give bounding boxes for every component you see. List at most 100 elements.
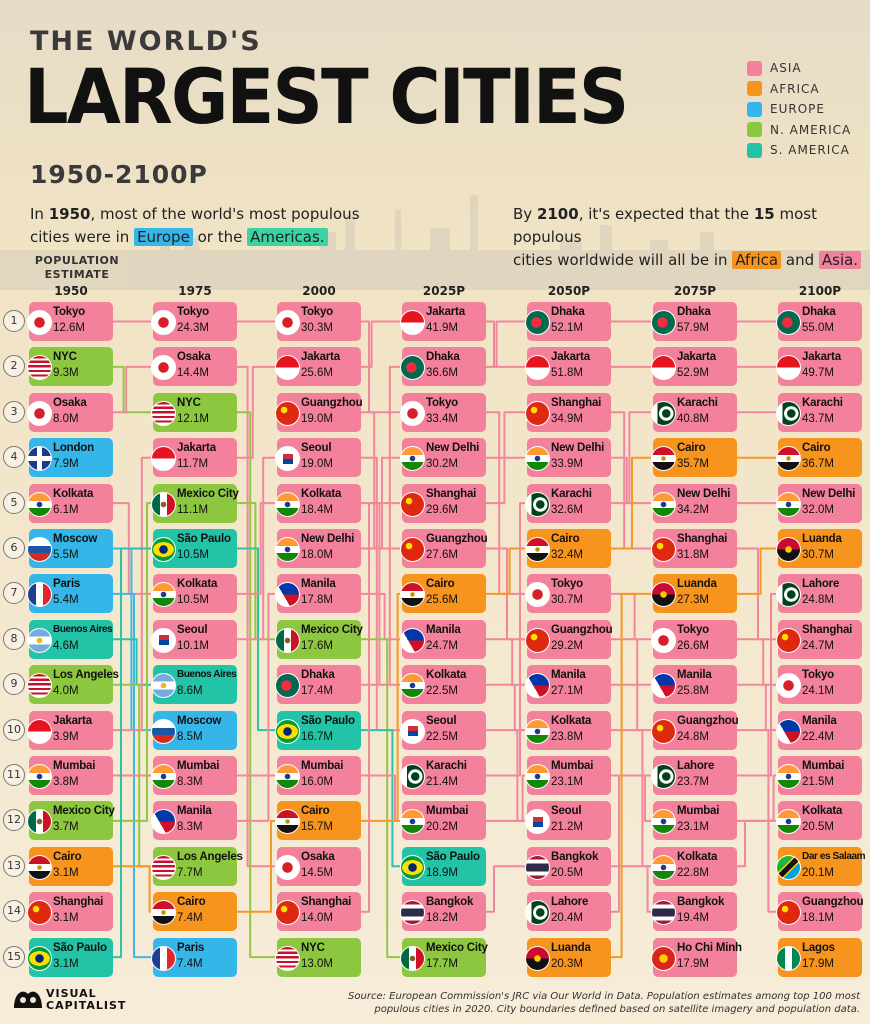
india-flag-icon xyxy=(525,764,550,789)
city-card: Tokyo 12.6M xyxy=(27,302,113,341)
egypt-flag-icon xyxy=(776,446,801,472)
india-flag-icon xyxy=(400,673,425,699)
philippines-flag-icon xyxy=(400,627,425,653)
rank-connector-line xyxy=(237,502,277,641)
city-population: 51.8M xyxy=(551,367,583,380)
city-population: 25.6M xyxy=(426,594,458,607)
city-population: 29.2M xyxy=(551,639,583,652)
rank-connector-line xyxy=(113,638,153,686)
city-name: Kolkata xyxy=(177,578,218,591)
city-name: Tokyo xyxy=(802,669,835,682)
city-name: Guangzhou xyxy=(301,396,363,409)
argentina-flag-icon xyxy=(151,673,176,699)
city-card: Los Angeles 4.0M xyxy=(27,665,119,705)
legend-label: EUROPE xyxy=(770,102,825,116)
city-card: Seoul 22.5M xyxy=(400,710,486,750)
france-flag-icon xyxy=(27,582,52,608)
legend-item: AFRICA xyxy=(747,79,851,99)
city-name: Jakarta xyxy=(53,714,92,727)
city-population: 7.7M xyxy=(177,866,203,879)
city-name: NYC xyxy=(177,396,201,409)
city-name: Bangkok xyxy=(551,850,599,863)
city-card: Shanghai 34.9M xyxy=(525,392,611,432)
city-card: Dhaka 36.6M xyxy=(400,347,486,387)
city-card: Cairo 15.7M xyxy=(275,801,361,841)
city-card: Mumbai 21.5M xyxy=(776,756,862,795)
city-population: 20.5M xyxy=(802,821,834,834)
city-card: Kolkata 22.8M xyxy=(651,846,737,886)
rank-number: 11 xyxy=(3,764,25,786)
city-card: New Delhi 18.0M xyxy=(275,529,361,568)
city-name: New Delhi xyxy=(301,533,355,545)
egypt-flag-icon xyxy=(400,582,425,608)
city-population: 18.0M xyxy=(301,549,333,561)
india-flag-icon xyxy=(776,491,801,517)
rank-connector-line xyxy=(361,592,402,822)
city-population: 19.4M xyxy=(677,912,709,925)
city-name: Tokyo xyxy=(426,396,459,409)
city-name: Seoul xyxy=(301,442,332,455)
city-population: 32.0M xyxy=(802,503,834,516)
korea-flag-icon xyxy=(151,627,176,653)
philippines-flag-icon xyxy=(776,718,801,744)
city-population: 27.3M xyxy=(677,594,709,607)
city-population: 18.2M xyxy=(426,912,458,925)
china-flag-icon xyxy=(525,627,550,653)
column-header: 2050P xyxy=(547,284,591,298)
city-card: New Delhi 30.2M xyxy=(400,438,486,478)
legend-label: ASIA xyxy=(770,61,802,75)
city-name: Mumbai xyxy=(53,760,96,772)
city-name: Guangzhou xyxy=(802,896,864,909)
city-population: 17.9M xyxy=(802,957,834,970)
russia-flag-icon xyxy=(27,537,52,562)
egypt-flag-icon xyxy=(651,446,676,472)
city-card: Moscow 8.5M xyxy=(151,710,237,750)
city-population: 11.7M xyxy=(177,458,209,471)
rank-number: 12 xyxy=(3,809,25,832)
city-population: 30.3M xyxy=(301,322,333,334)
city-name: Luanda xyxy=(551,941,591,954)
city-card: São Paulo 18.9M xyxy=(400,846,486,886)
city-name: Manila xyxy=(426,623,461,636)
city-card: Shanghai 14.0M xyxy=(275,892,361,932)
city-card: Karachi 32.6M xyxy=(525,483,611,523)
city-population: 16.0M xyxy=(301,776,333,788)
city-card: Mexico City 17.7M xyxy=(400,937,488,977)
city-population: 20.3M xyxy=(551,957,583,970)
city-name: Dar es Salaam xyxy=(802,850,866,862)
rank-connector-line xyxy=(611,592,653,959)
city-population: 32.4M xyxy=(551,549,583,561)
city-population: 20.1M xyxy=(802,866,834,879)
city-population: 17.4M xyxy=(301,685,333,698)
pakistan-flag-icon xyxy=(776,582,801,608)
city-name: Ho Chi Minh xyxy=(677,941,742,954)
city-name: Dhaka xyxy=(426,351,460,364)
india-flag-icon xyxy=(400,446,425,472)
rank-connector-line xyxy=(113,502,153,822)
japan-flag-icon xyxy=(400,400,425,426)
japan-flag-icon xyxy=(525,582,550,608)
rank-connector-line xyxy=(361,411,402,550)
city-population: 14.4M xyxy=(177,367,209,380)
city-card: Moscow 5.5M xyxy=(27,529,113,568)
city-name: Kolkata xyxy=(53,487,94,500)
city-name: Cairo xyxy=(802,442,831,455)
city-population: 3.1M xyxy=(53,957,79,970)
city-name: New Delhi xyxy=(677,487,731,500)
egypt-flag-icon xyxy=(275,809,300,835)
brazil-flag-icon xyxy=(151,537,176,562)
city-name: Manila xyxy=(551,669,586,682)
rank-number: 4 xyxy=(3,446,25,469)
city-name: Dhaka xyxy=(802,306,836,318)
city-card: Karachi 21.4M xyxy=(400,756,486,795)
rank-connector-line xyxy=(361,638,402,959)
indonesia-flag-icon xyxy=(275,355,300,381)
bangladesh-flag-icon xyxy=(651,310,676,335)
city-name: Los Angeles xyxy=(177,850,243,863)
china-flag-icon xyxy=(776,900,801,926)
india-flag-icon xyxy=(776,764,801,789)
city-population: 17.6M xyxy=(301,639,333,652)
pakistan-flag-icon xyxy=(400,764,425,789)
city-name: Cairo xyxy=(53,850,82,863)
title-small: THE WORLD'S xyxy=(30,26,262,57)
